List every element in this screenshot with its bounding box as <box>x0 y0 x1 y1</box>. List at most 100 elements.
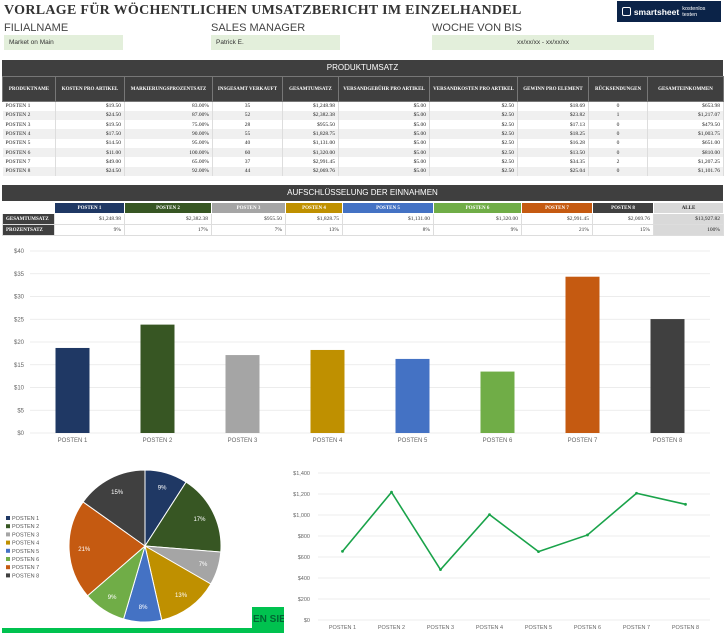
column-header: GEWINN PRO ELEMENT <box>517 76 589 102</box>
page-title: VORLAGE FÜR WÖCHENTLICHEN UMSATZBERICHT … <box>4 3 522 18</box>
table-cell: $651.00 <box>647 138 724 148</box>
table-cell: 83.00% <box>124 101 213 111</box>
bar <box>55 347 90 433</box>
table-cell: $1,101.76 <box>647 166 724 176</box>
table-cell: 28 <box>212 120 283 130</box>
table-cell: $5.00 <box>338 129 430 139</box>
logo-cta: kostenlos testen <box>682 5 706 18</box>
product-table: PRODUKTNAME KOSTEN PRO ARTIKEL MARKIERUNGS… <box>2 76 724 176</box>
legend-label: POSTEN 2 <box>12 524 39 530</box>
table-cell: $23.82 <box>517 110 589 121</box>
bar <box>225 355 260 433</box>
x-tick-label: POSTEN 8 <box>672 625 699 631</box>
pie-slice <box>68 501 146 597</box>
total-cell: $1,320.00 <box>433 213 522 225</box>
total-all-cell: $13,927.82 <box>653 213 724 225</box>
pie-chart: 9% 17% 7% 13% 8% 9% 21% 15% POSTEN 1 POSTEN 2 POST… <box>6 469 222 623</box>
legend-label: POSTEN 1 <box>12 516 39 522</box>
percent-cell: 21% <box>521 224 593 236</box>
cta-bar[interactable] <box>2 628 284 633</box>
percent-cell: 7% <box>211 224 286 236</box>
slice-label: 9% <box>158 486 167 492</box>
total-cell: $2,991.45 <box>521 213 593 225</box>
store-field[interactable]: Market on Main <box>4 35 123 50</box>
line-point <box>635 491 638 495</box>
column-header: VERSANDGEBÜHR PRO ARTIKEL <box>338 76 430 102</box>
table-cell: 87.00% <box>124 110 213 121</box>
pie-slice <box>144 544 212 621</box>
table-cell: $24.50 <box>55 166 125 176</box>
table-cell: 52 <box>212 110 283 121</box>
column-header: VERSANDKOSTEN PRO ARTIKEL <box>429 76 518 102</box>
table-cell: $19.50 <box>55 101 125 111</box>
legend-label: POSTEN 3 <box>12 532 39 538</box>
line-point <box>439 568 442 572</box>
y-tick-label: $1,400 <box>293 471 310 477</box>
manager-field[interactable]: Patrick E. <box>211 35 340 50</box>
y-tick-label: $1,000 <box>293 513 310 519</box>
breakdown-column-header: POSTEN 8 <box>592 202 654 214</box>
y-tick-label: $800 <box>298 534 310 540</box>
x-tick-label: POSTEN 3 <box>427 625 454 631</box>
table-cell: $11.00 <box>55 147 125 158</box>
table-cell: $2.50 <box>429 101 518 111</box>
line-chart: $0 $200 $400 $600 $800 $1,000 $1,200 $1,400 POST… <box>293 471 710 631</box>
bar <box>650 319 685 433</box>
table-row: POSTEN 6 $11.00 100.00% 60 $1,320.00 $5.00 $2.… <box>2 147 724 158</box>
total-cell: $1,131.00 <box>342 213 434 225</box>
table-cell: POSTEN 2 <box>2 110 56 121</box>
table-cell: $2.50 <box>429 120 518 130</box>
total-cell: $2,069.76 <box>592 213 654 225</box>
smartsheet-icon <box>622 7 631 16</box>
table-cell: $479.50 <box>647 120 724 130</box>
breakdown-section-title: AUFSCHLÜSSELUNG DER EINNAHMEN <box>2 185 723 201</box>
slice-label: 9% <box>108 595 117 601</box>
table-cell: 90.00% <box>124 129 213 139</box>
slice-label: 17% <box>193 517 206 523</box>
legend-swatch <box>6 548 10 553</box>
pie-slice <box>144 481 222 553</box>
table-cell: $2.50 <box>429 147 518 158</box>
y-tick-label: $400 <box>298 576 310 582</box>
breakdown-table: POSTEN 1 POSTEN 2 POSTEN 3 POSTEN 4 POSTEN 5… <box>2 202 724 236</box>
table-cell: 0 <box>588 147 648 158</box>
breakdown-column-header: POSTEN 6 <box>433 202 522 214</box>
table-cell: $1,828.75 <box>282 129 339 139</box>
x-tick-label: POSTEN 1 <box>329 625 356 631</box>
table-cell: $17.13 <box>517 120 589 130</box>
table-cell: POSTEN 6 <box>2 147 56 158</box>
table-cell: $19.50 <box>55 120 125 130</box>
table-cell: $2.50 <box>429 157 518 167</box>
breakdown-column-header: POSTEN 7 <box>521 202 593 214</box>
slice-label: 8% <box>139 605 148 611</box>
total-cell: $1,828.75 <box>285 213 343 225</box>
row-label-total: GESAMTUMSATZ <box>2 213 55 225</box>
pie-slice <box>82 469 146 547</box>
table-cell: POSTEN 1 <box>2 101 56 111</box>
table-cell: $5.00 <box>338 101 430 111</box>
table-cell: 55 <box>212 129 283 139</box>
table-cell: 44 <box>212 166 283 176</box>
x-tick-label: POSTEN 4 <box>313 438 343 444</box>
table-cell: 0 <box>588 101 648 111</box>
table-cell: $1,131.00 <box>282 138 339 148</box>
smartsheet-logo[interactable]: smartsheet kostenlos testen <box>617 1 721 22</box>
table-cell: 95.00% <box>124 138 213 148</box>
week-field[interactable]: xx/xx/xx - xx/xx/xx <box>432 35 654 50</box>
table-cell: $2.50 <box>429 129 518 139</box>
y-tick-label: $0 <box>17 431 24 437</box>
table-cell: POSTEN 5 <box>2 138 56 148</box>
total-cell: $1,248.98 <box>54 213 125 225</box>
table-row: POSTEN 7 $49.00 65.00% 37 $2,991.45 $5.00 $2.5… <box>2 157 724 167</box>
table-cell: $810.00 <box>647 147 724 158</box>
line-point <box>537 550 540 554</box>
table-cell: $5.00 <box>338 166 430 176</box>
x-tick-label: POSTEN 7 <box>623 625 650 631</box>
slice-label: 7% <box>199 562 208 568</box>
slice-label: 13% <box>175 593 188 599</box>
table-cell: POSTEN 8 <box>2 166 56 176</box>
table-row: POSTEN 3 $19.50 75.00% 28 $955.50 $5.00 $2.50 $… <box>2 120 724 130</box>
cta-button[interactable]: EN SIE <box>252 607 284 633</box>
product-section-title: PRODUKTUMSATZ <box>2 60 723 76</box>
x-tick-label: POSTEN 5 <box>398 438 428 444</box>
